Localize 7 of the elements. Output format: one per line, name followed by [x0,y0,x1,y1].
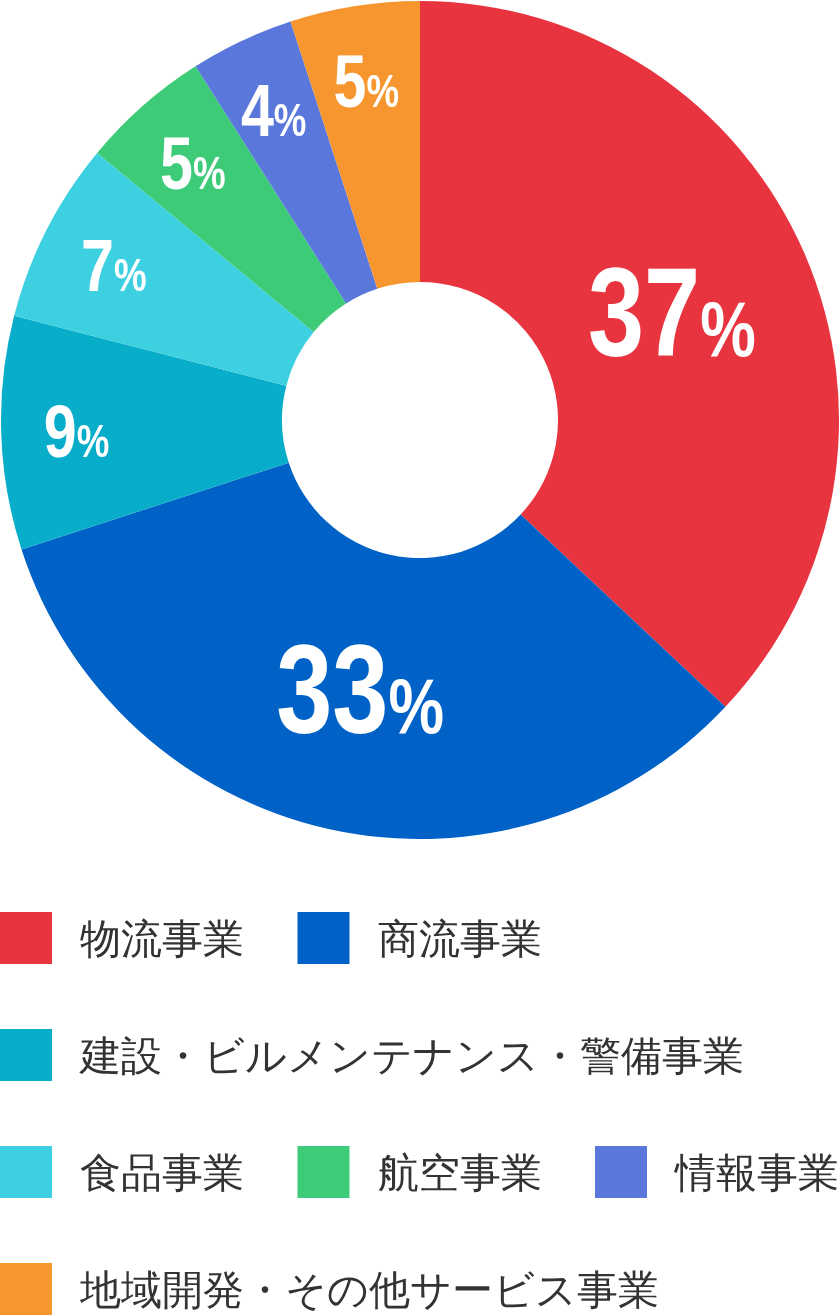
legend-label: 物流事業 [80,914,244,963]
legend-label: 食品事業 [80,1148,244,1197]
legend-label: 航空事業 [377,1148,542,1197]
legend-label: 商流事業 [377,914,542,963]
legend-label: 地域開発・その他サービス事業 [79,1265,659,1314]
legend-label: 情報事業 [673,1148,839,1197]
legend-label: 建設・ビルメンテナンス・警備事業 [79,1031,744,1080]
